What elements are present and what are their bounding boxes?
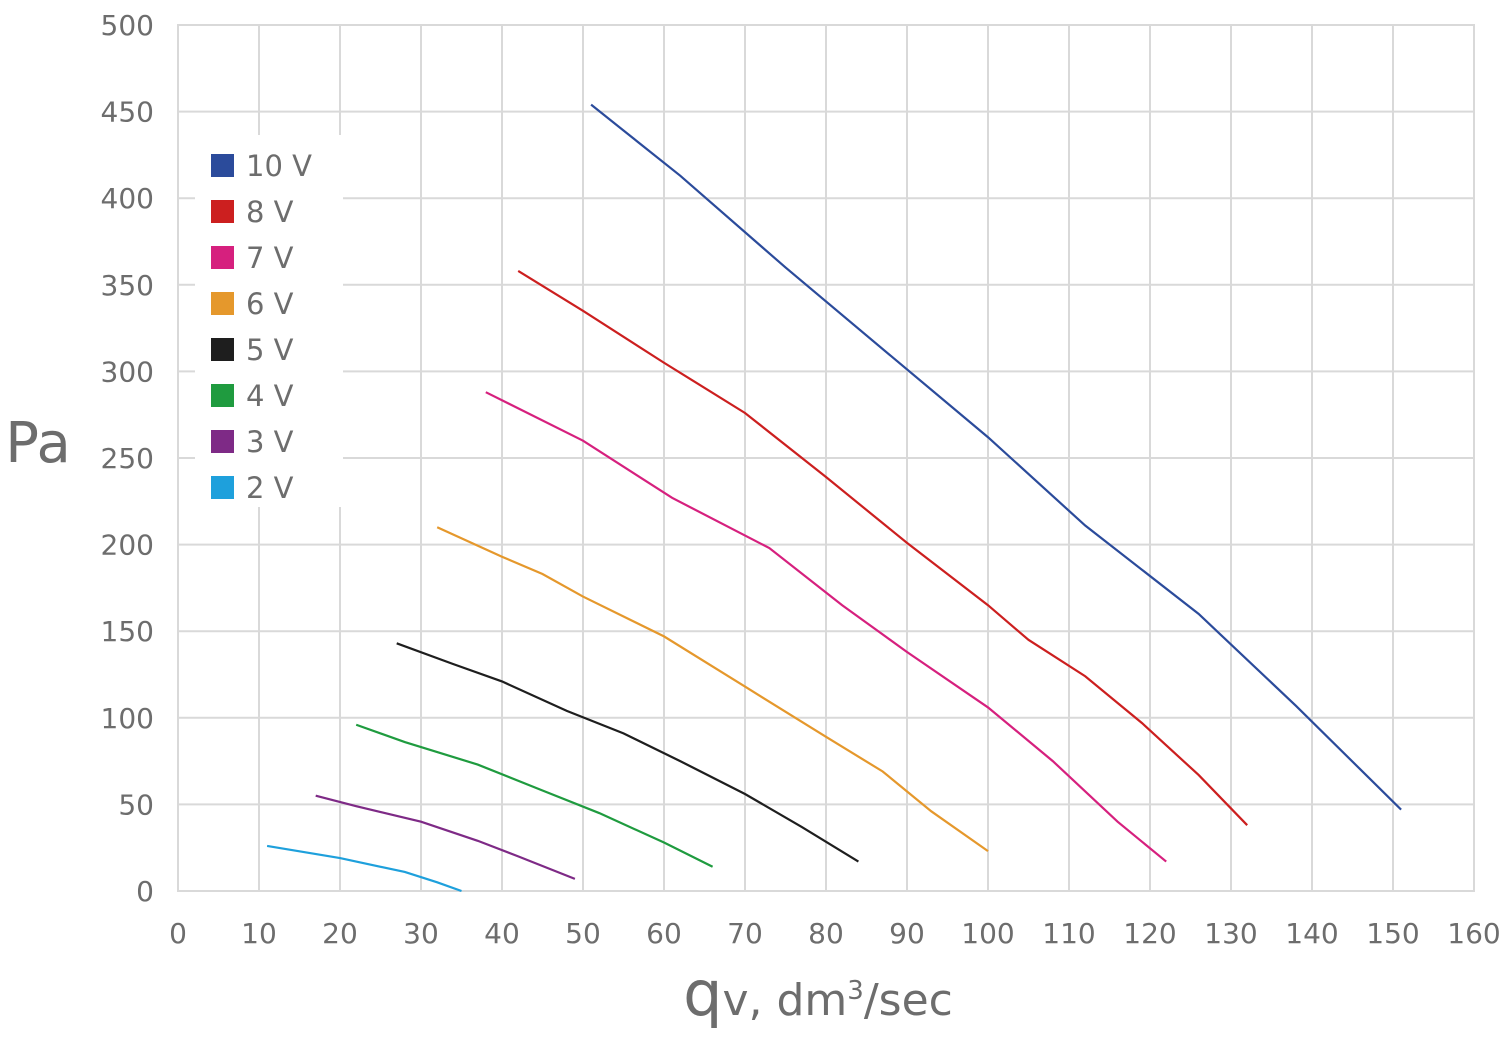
legend-swatch	[211, 338, 234, 361]
y-tick-label: 200	[101, 529, 154, 562]
series-line-8v	[517, 270, 1248, 826]
legend-swatch	[211, 476, 234, 499]
x-axis-title-rest: v, dm	[722, 975, 847, 1026]
chart-series	[266, 103, 1402, 893]
x-tick-label: 140	[1285, 917, 1338, 950]
legend-swatch	[211, 154, 234, 177]
legend-label: 5 V	[246, 333, 294, 367]
x-tick-label: 130	[1204, 917, 1257, 950]
x-tick-label: 120	[1123, 917, 1176, 950]
x-tick-label: 0	[169, 917, 187, 950]
x-tick-label: 70	[727, 917, 763, 950]
y-axis-title: Pa	[5, 411, 71, 476]
y-axis-ticks: 0 50 100 150 200 250 300 350 400 450 500	[101, 9, 154, 908]
x-axis-title-superscript: 3	[847, 976, 864, 1006]
y-tick-label: 250	[101, 442, 154, 475]
series-line-10v	[590, 103, 1402, 811]
legend-swatch	[211, 292, 234, 315]
x-tick-label: 90	[889, 917, 925, 950]
y-tick-label: 300	[101, 355, 154, 388]
x-axis-ticks: 0 10 20 30 40 50 60 70 80 90 100 110 120 130 140 150 160	[169, 917, 1500, 950]
legend-label: 6 V	[246, 287, 294, 321]
legend-swatch	[211, 384, 234, 407]
legend-label: 4 V	[246, 379, 294, 413]
x-tick-label: 100	[961, 917, 1014, 950]
series-line-4v	[355, 723, 714, 868]
x-tick-label: 10	[241, 917, 277, 950]
y-tick-label: 400	[101, 182, 154, 215]
y-tick-label: 350	[101, 269, 154, 302]
y-tick-label: 500	[101, 9, 154, 42]
y-tick-label: 450	[101, 96, 154, 129]
chart-legend: 10 V 8 V 7 V 6 V 5 V 4 V 3 V 2 V	[195, 135, 343, 507]
y-tick-label: 50	[118, 788, 154, 821]
x-axis-title-q: q	[683, 957, 722, 1030]
chart-grid	[177, 24, 1475, 892]
legend-label: 7 V	[246, 241, 294, 275]
legend-label: 3 V	[246, 425, 294, 459]
plot-frame	[177, 24, 1475, 892]
y-tick-label: 100	[101, 702, 154, 735]
x-tick-label: 20	[322, 917, 358, 950]
legend-swatch	[211, 246, 234, 269]
series-line-6v	[436, 526, 989, 853]
x-tick-label: 150	[1366, 917, 1419, 950]
legend-swatch	[211, 430, 234, 453]
x-tick-label: 60	[646, 917, 682, 950]
x-tick-label: 30	[403, 917, 439, 950]
x-tick-label: 110	[1042, 917, 1095, 950]
x-axis-title: qv, dm3/sec	[683, 957, 953, 1030]
legend-label: 10 V	[246, 149, 312, 183]
legend-label: 8 V	[246, 195, 294, 229]
x-axis-title-tail: /sec	[864, 975, 953, 1026]
series-line-2v	[266, 844, 462, 893]
x-tick-label: 80	[808, 917, 844, 950]
x-tick-label: 50	[565, 917, 601, 950]
legend-swatch	[211, 200, 234, 223]
legend-label: 2 V	[246, 471, 294, 505]
y-tick-label: 0	[136, 875, 154, 908]
series-line-7v	[485, 391, 1167, 863]
x-tick-label: 40	[484, 917, 520, 950]
series-line-5v	[396, 642, 859, 863]
x-tick-label: 160	[1447, 917, 1500, 950]
y-tick-label: 150	[101, 615, 154, 648]
series-line-3v	[315, 794, 576, 880]
